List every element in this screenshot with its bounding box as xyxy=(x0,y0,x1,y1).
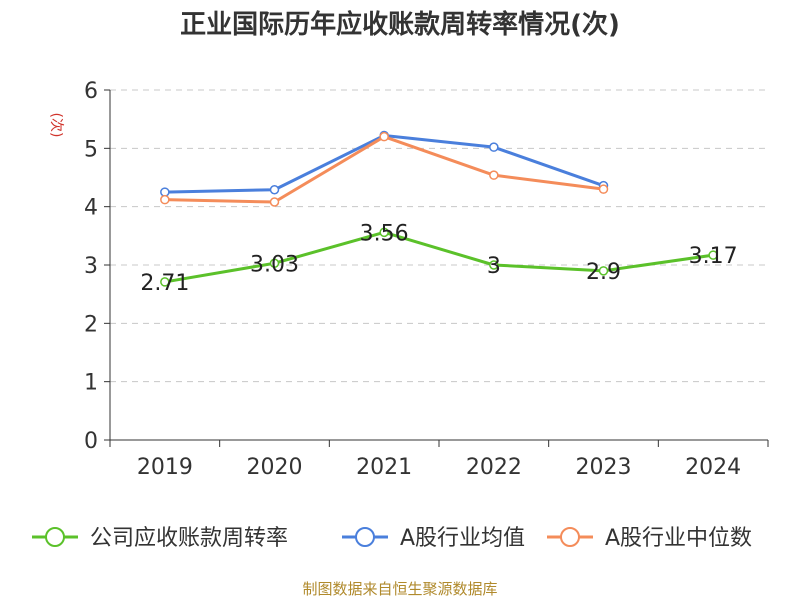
y-axis-label: (次) xyxy=(48,113,64,138)
data-label: 2.9 xyxy=(586,260,621,285)
series-point xyxy=(598,266,609,276)
legend-marker xyxy=(45,527,65,547)
series-point xyxy=(489,142,499,152)
series-point xyxy=(489,260,499,270)
series-line xyxy=(164,135,604,204)
y-tick-label: 1 xyxy=(84,371,98,396)
series-point xyxy=(708,250,718,260)
data-label: 3 xyxy=(487,254,501,279)
y-tick-label: 2 xyxy=(84,312,98,337)
data-label: 3.17 xyxy=(689,244,738,269)
legend-label: A股行业均值 xyxy=(400,526,525,551)
legend-marker xyxy=(560,527,580,547)
legend-label: 公司应收账款周转率 xyxy=(90,526,288,551)
legend-marker xyxy=(355,527,375,547)
series-point xyxy=(269,197,280,207)
series-point xyxy=(269,185,280,195)
chart-title: 正业国际历年应收账款周转率情况(次) xyxy=(180,10,620,40)
y-tick-label: 0 xyxy=(84,429,98,454)
series-point xyxy=(160,277,170,287)
data-label: 3.03 xyxy=(250,252,299,277)
y-tick-label: 3 xyxy=(84,254,98,279)
x-tick-label: 2021 xyxy=(356,455,412,480)
x-tick-label: 2022 xyxy=(466,455,522,480)
series-point xyxy=(160,194,170,205)
source-note: 制图数据来自恒生聚源数据库 xyxy=(302,580,498,598)
series-line xyxy=(164,134,604,194)
series-line xyxy=(164,230,714,284)
series-point xyxy=(379,227,389,238)
x-tick-label: 2019 xyxy=(137,455,193,480)
legend-label: A股行业中位数 xyxy=(605,526,752,551)
data-label: 3.56 xyxy=(360,221,409,246)
x-tick-label: 2023 xyxy=(576,455,632,480)
y-tick-label: 5 xyxy=(84,137,98,162)
y-tick-label: 6 xyxy=(84,79,98,104)
series-point xyxy=(379,131,389,142)
series-point xyxy=(598,184,609,194)
y-tick-label: 4 xyxy=(84,196,98,221)
series-point xyxy=(489,170,499,180)
x-tick-label: 2024 xyxy=(685,455,741,480)
data-label: 2.71 xyxy=(140,271,189,296)
series-point xyxy=(269,258,280,268)
series-point xyxy=(160,187,170,197)
x-tick-label: 2020 xyxy=(247,455,303,480)
